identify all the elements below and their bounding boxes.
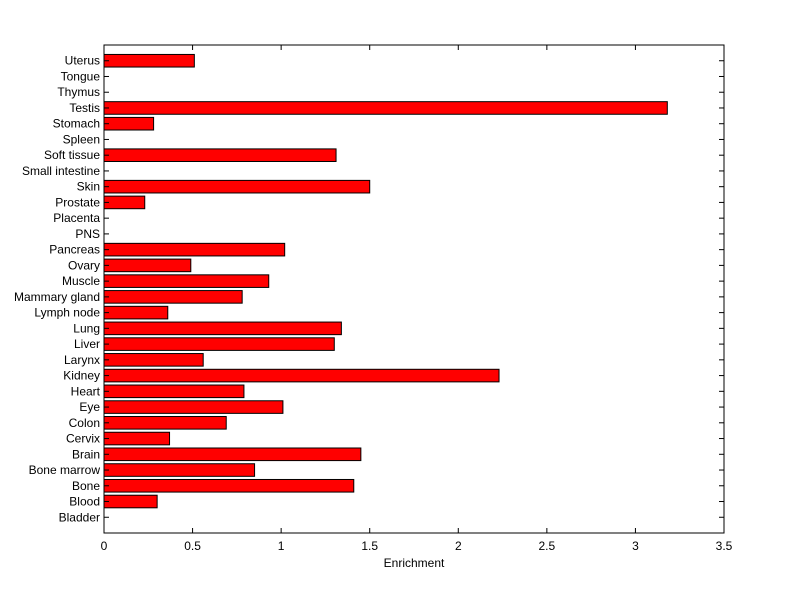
x-axis-label: Enrichment — [384, 556, 445, 570]
bar-heart — [103, 384, 245, 399]
category-label-uterus: Uterus — [65, 54, 100, 68]
bar-liver — [103, 337, 335, 351]
category-label-bone: Bone — [72, 479, 100, 493]
plot-area-frame — [103, 44, 725, 534]
category-label-brain: Brain — [72, 447, 100, 461]
bar-bone — [103, 478, 355, 493]
category-label-muscle: Muscle — [62, 274, 100, 288]
category-label-spleen: Spleen — [63, 132, 100, 146]
category-label-ovary: Ovary — [68, 258, 100, 272]
category-label-stomach: Stomach — [53, 117, 100, 131]
x-tick-label: 1.5 — [361, 539, 378, 553]
bar-blood — [103, 494, 158, 509]
bar-stomach — [103, 116, 155, 131]
bar-brain — [103, 447, 362, 462]
category-label-kidney: Kidney — [63, 369, 100, 383]
bar-lymph-node — [103, 305, 169, 320]
x-tick-label: 2.5 — [539, 539, 556, 553]
category-label-placenta: Placenta — [53, 211, 100, 225]
category-label-prostate: Prostate — [55, 195, 100, 209]
x-tick-label: 3.5 — [716, 539, 733, 553]
category-label-heart: Heart — [71, 384, 101, 398]
x-tick-label: 3 — [632, 539, 639, 553]
category-label-testis: Testis — [69, 101, 100, 115]
category-label-pancreas: Pancreas — [49, 243, 100, 257]
bar-pancreas — [103, 242, 286, 257]
bar-colon — [103, 416, 227, 430]
bars-group — [103, 53, 668, 509]
bar-prostate — [103, 195, 146, 210]
bar-testis — [103, 101, 668, 115]
x-tick-label: 0.5 — [184, 539, 201, 553]
bar-mammary-gland — [103, 290, 243, 304]
category-label-lung: Lung — [73, 321, 100, 335]
category-label-colon: Colon — [69, 416, 100, 430]
category-label-soft-tissue: Soft tissue — [44, 148, 100, 162]
category-label-small-intestine: Small intestine — [22, 164, 100, 178]
category-label-tongue: Tongue — [61, 69, 101, 83]
x-tick-label: 1 — [278, 539, 285, 553]
category-label-skin: Skin — [77, 180, 100, 194]
bar-muscle — [103, 274, 270, 288]
category-label-mammary-gland: Mammary gland — [14, 290, 100, 304]
bar-soft-tissue — [103, 148, 337, 162]
bar-eye — [103, 400, 284, 414]
category-label-pns: PNS — [75, 227, 100, 241]
category-label-liver: Liver — [74, 337, 100, 351]
x-tick-label: 2 — [455, 539, 462, 553]
bar-uterus — [103, 53, 195, 68]
bar-bone-marrow — [103, 463, 256, 477]
category-label-blood: Blood — [69, 495, 100, 509]
x-tick-label: 0 — [101, 539, 108, 553]
category-label-larynx: Larynx — [64, 353, 100, 367]
category-label-lymph-node: Lymph node — [34, 306, 100, 320]
category-label-eye: Eye — [79, 400, 100, 414]
category-label-thymus: Thymus — [57, 85, 100, 99]
bar-lung — [103, 321, 342, 336]
category-label-cervix: Cervix — [66, 432, 100, 446]
category-label-bladder: Bladder — [59, 510, 100, 524]
bar-larynx — [103, 353, 204, 367]
x-tick-labels: 0 0.5 1 1.5 2 2.5 3 3.5 — [101, 539, 733, 553]
bar-skin — [103, 179, 371, 194]
category-label-bone-marrow: Bone marrow — [29, 463, 101, 477]
bar-ovary — [103, 258, 192, 273]
bar-kidney — [103, 368, 500, 383]
bar-cervix — [103, 431, 171, 446]
